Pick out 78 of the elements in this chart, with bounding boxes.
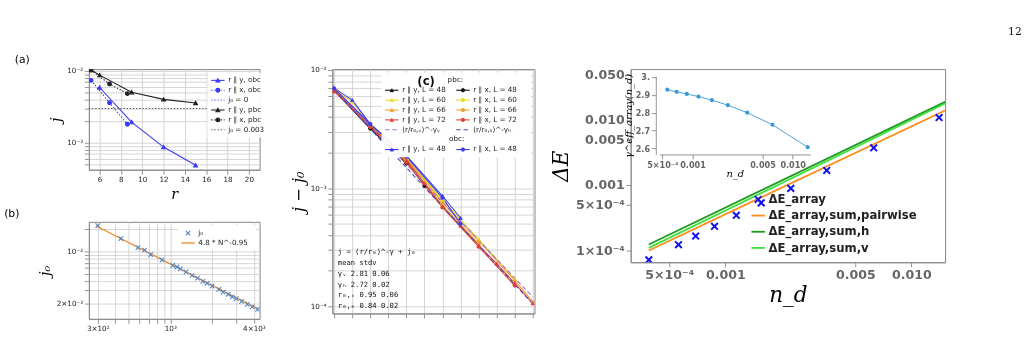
legend-label: r ∥ y, obc: [228, 75, 262, 85]
annotation: r₀,ᵥ 0.95 0.06: [337, 290, 399, 300]
legend-label: r ∥ y, L = 48: [402, 144, 447, 154]
legend-label: r ∥ x, L = 72: [473, 114, 517, 124]
legend-label: r ∥ x, L = 48: [473, 85, 518, 95]
chart-title: (b): [4, 207, 20, 221]
y-axis-title: j₀: [37, 265, 54, 279]
annotation: mean stdv: [337, 257, 377, 267]
x-tick-label: 8: [119, 174, 125, 184]
x-tick-label: 0.010: [891, 266, 932, 282]
y-tick-label: 10⁻²: [67, 66, 84, 76]
legend-label: j₀ = 0: [227, 94, 249, 104]
y-tick-label: 10⁻²: [310, 65, 327, 75]
x-axis-title: n_d: [726, 168, 745, 181]
legend-label: r ∥ x, L = 60: [473, 94, 518, 104]
x-tick-label: 6: [97, 174, 103, 184]
y-axis-title: ΔE: [547, 150, 573, 183]
annotation: r₀,ₕ 0.84 0.02: [337, 301, 399, 311]
y-tick-label: 2.9: [635, 90, 651, 101]
legend-label: r ∥ x, pbc: [228, 114, 262, 124]
x-tick-label: 3×10²: [86, 324, 110, 334]
annotation: γₕ 2.72 0.02: [337, 279, 390, 289]
y-tick-label: 2.8: [635, 107, 651, 118]
legend-label: (r/r₀,ₕ)^-γₕ: [473, 124, 512, 134]
legend-label: r ∥ x, L = 48: [473, 144, 518, 154]
x-tick-label: 14: [180, 174, 191, 184]
y-tick-label: 10⁻³: [310, 183, 327, 193]
x-tick-label: 0.001: [705, 266, 746, 282]
x-axis-title: r: [171, 185, 180, 202]
legend-title: pbc:: [447, 75, 464, 85]
y-tick-label: 10⁻⁴: [310, 301, 327, 311]
y-tick-label: 10⁻³: [67, 137, 84, 147]
annotation: j = (r/r₀)^-γ + j₀: [337, 247, 416, 257]
annotation: γᵥ 2.81 0.06: [337, 268, 390, 278]
text: 12: [1008, 25, 1022, 38]
chart-title: (a): [14, 52, 30, 66]
y-tick-label: 2.6: [635, 143, 651, 154]
y-tick-label: 5×10⁻⁴: [575, 197, 625, 213]
legend-label: r ∥ y, L = 60: [402, 94, 447, 104]
legend-label: r ∥ y, L = 66: [402, 104, 447, 114]
y-tick-label: 10⁻²: [67, 246, 84, 256]
x-tick-label: 0.010: [780, 159, 807, 170]
x-tick-label: 20: [244, 174, 255, 184]
x-tick-label: 16: [202, 174, 212, 184]
legend-label: r ∥ y, L = 72: [402, 114, 446, 124]
y-tick-label: 2×10⁻³: [56, 298, 84, 308]
x-axis-title: n_d: [769, 282, 808, 308]
legend-label: (r/r₀,ᵥ)^-γᵥ: [402, 124, 441, 134]
legend-label: r ∥ y, pbc: [228, 104, 262, 114]
x-tick-label: 12: [159, 174, 169, 184]
legend-label: ΔE_array,sum,h: [768, 224, 870, 240]
legend-label: ΔE_array,sum,pairwise: [768, 208, 917, 224]
x-tick-label: 10: [138, 174, 148, 184]
y-tick-label: 2.7: [635, 125, 651, 136]
x-tick-label: 0.005: [835, 266, 876, 282]
y-tick-label: 3.: [641, 72, 651, 83]
legend-label: r ∥ x, L = 66: [473, 104, 518, 114]
y-tick-label: 0.050: [585, 66, 626, 82]
legend-label: ΔE_array: [768, 192, 827, 207]
x-tick-label: 0.005: [750, 159, 777, 170]
x-tick-label: 10³: [164, 324, 177, 334]
legend-label: j₀: [197, 227, 204, 237]
x-tick-label: 0.001: [680, 159, 707, 170]
x-tick-label: 4×10³: [243, 324, 266, 334]
x-tick-label: 5×10⁻⁴: [645, 266, 695, 282]
y-tick-label: 0.010: [585, 112, 626, 128]
legend-label: 4.8 * N^-0.95: [198, 237, 248, 247]
legend-label: j₀ = 0.003: [227, 124, 265, 134]
legend-label: r ∥ x, obc: [228, 85, 262, 95]
y-axis-title: j − j₀: [288, 171, 308, 215]
y-axis-title: γ^eff_array(n_d): [623, 73, 636, 158]
legend-label: ΔE_array,sum,v: [768, 240, 870, 256]
x-tick-label: 5×10⁻⁴: [647, 159, 680, 170]
y-tick-label: 1×10⁻⁴: [575, 242, 625, 258]
y-tick-label: 0.005: [585, 131, 625, 147]
y-axis-title: j: [47, 117, 64, 126]
x-tick-label: 18: [223, 174, 234, 184]
annotation: obc:: [449, 134, 465, 144]
